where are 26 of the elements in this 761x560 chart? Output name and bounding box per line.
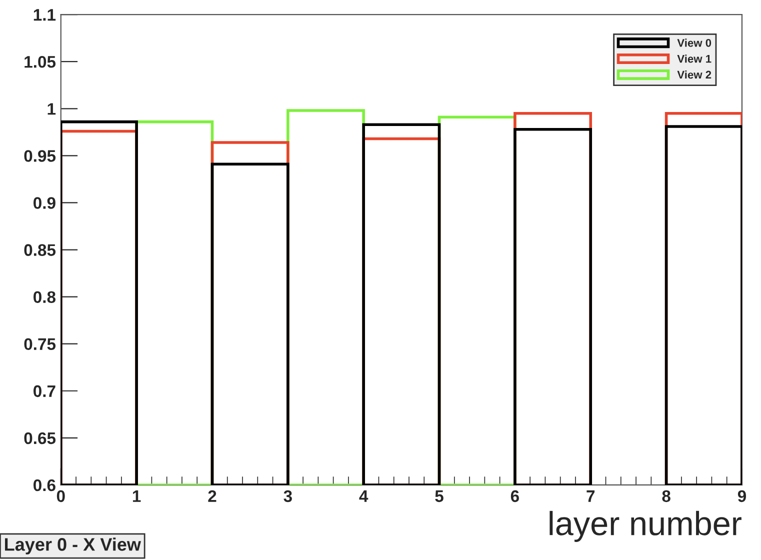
x-axis-title: layer number xyxy=(550,510,742,542)
x-tick-label: 0 xyxy=(56,490,65,502)
x-tick-label: 3 xyxy=(284,490,292,502)
y-tick-label: 0.75 xyxy=(24,338,56,350)
y-tick-label: 1 xyxy=(48,103,56,115)
y-tick-label: 0.65 xyxy=(24,432,56,444)
text: Layer 0 - X View xyxy=(5,538,142,554)
y-tick-label: 1.05 xyxy=(24,56,56,68)
x-tick-label: 7 xyxy=(586,490,595,502)
x-tick-label: 9 xyxy=(738,490,746,502)
legend-label: View 0 xyxy=(677,38,712,47)
legend-label: View 1 xyxy=(677,54,712,63)
y-tick-label: 0.8 xyxy=(34,291,56,304)
x-tick-label: 2 xyxy=(208,490,216,502)
y-tick-label: 0.6 xyxy=(34,479,56,492)
y-tick-label: 0.7 xyxy=(34,385,56,398)
x-tick-label: 8 xyxy=(662,490,670,502)
y-tick-label: 0.85 xyxy=(24,244,56,256)
x-tick-label: 4 xyxy=(359,490,368,502)
x-tick-label: 6 xyxy=(510,490,519,502)
x-tick-label: 5 xyxy=(435,490,444,502)
legend-label: View 2 xyxy=(677,70,712,79)
x-tick-label: 1 xyxy=(132,490,141,502)
y-tick-label: 0.95 xyxy=(24,150,56,162)
y-tick-label: 0.9 xyxy=(34,197,56,209)
y-tick-label: 1.1 xyxy=(34,9,56,21)
